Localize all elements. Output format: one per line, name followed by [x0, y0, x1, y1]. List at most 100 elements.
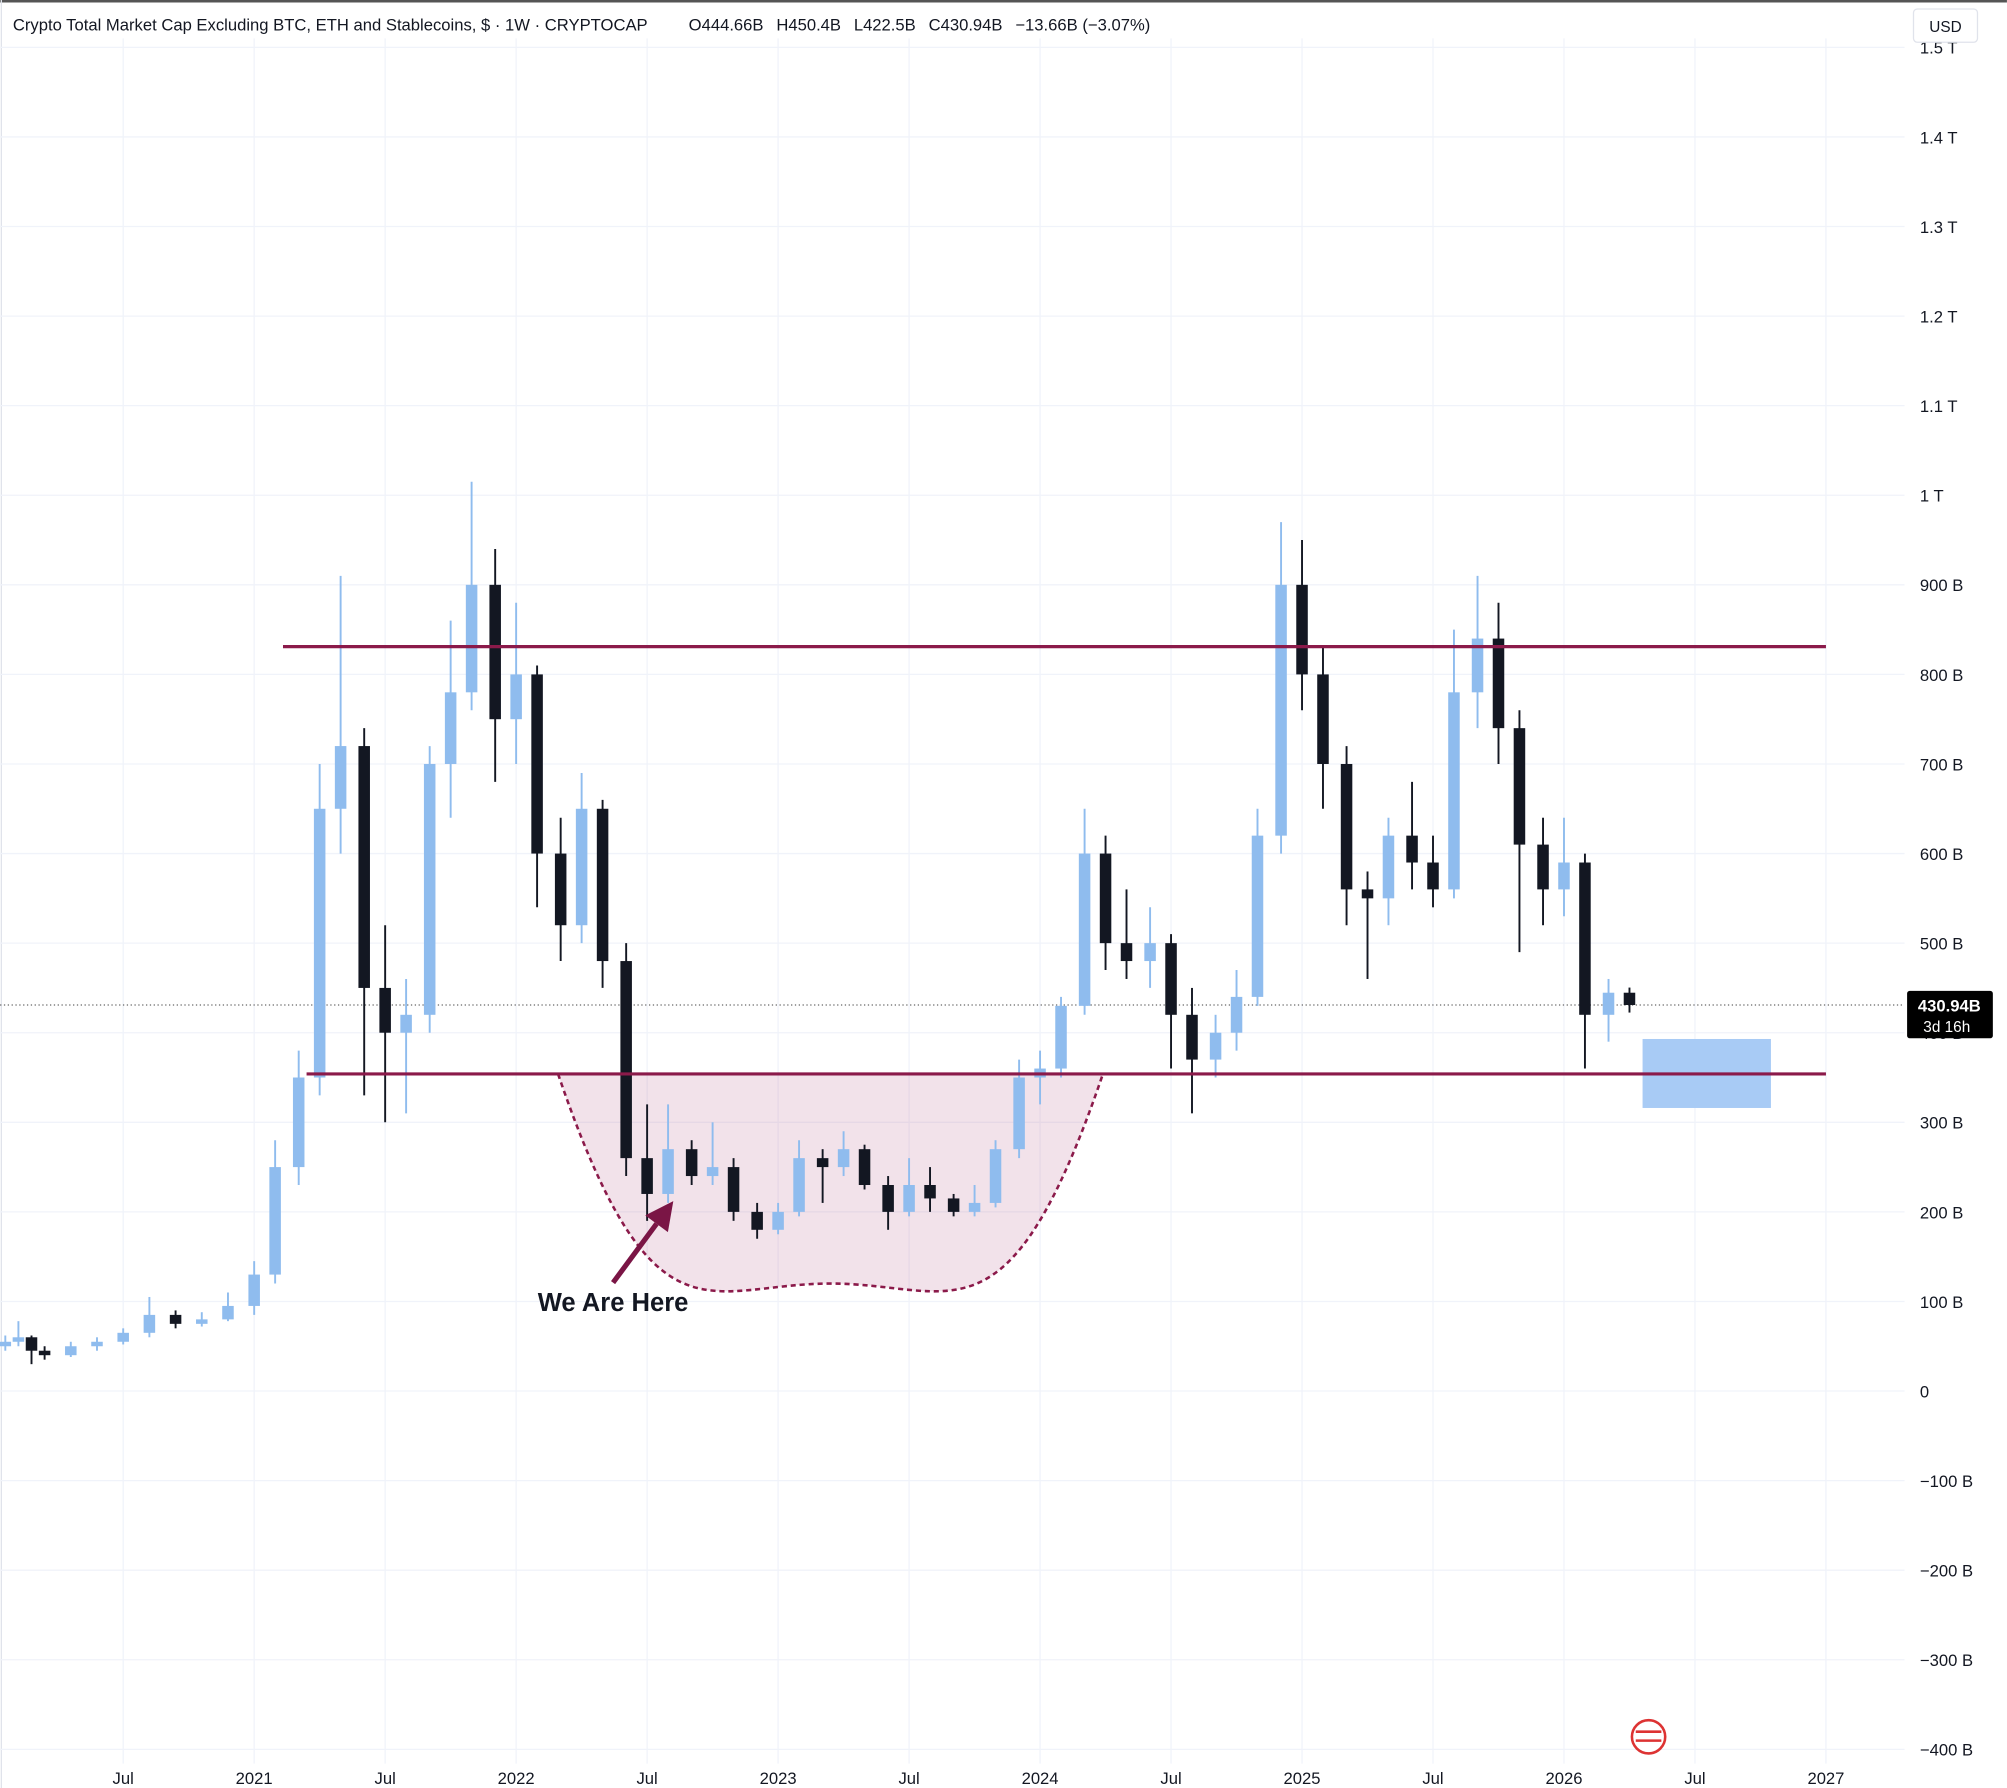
x-tick-label: 2024: [1022, 1769, 1059, 1788]
candle-body: [1579, 862, 1591, 1015]
candle-body: [924, 1185, 936, 1199]
candle-body: [968, 1202, 981, 1212]
x-tick-label: Jul: [898, 1769, 919, 1788]
y-tick-label: 700 B: [1920, 755, 1963, 774]
candle-body: [1427, 862, 1439, 890]
candle-body: [400, 1014, 412, 1033]
candle-body: [1448, 692, 1460, 890]
candle-body: [816, 1158, 829, 1168]
candle-body: [143, 1314, 156, 1333]
candle-body: [1317, 674, 1329, 764]
candle-body: [662, 1149, 674, 1194]
y-tick-label: 1.4 T: [1920, 128, 1958, 147]
ohlc-value: −13.66B (−3.07%): [1015, 16, 1150, 35]
arrow-head: [645, 1201, 674, 1233]
candle-body: [423, 763, 436, 1015]
candle-body: [444, 692, 457, 764]
candle-body: [465, 584, 478, 693]
candle-body: [379, 987, 391, 1033]
candle-body: [793, 1158, 805, 1212]
x-tick-label: Jul: [1422, 1769, 1443, 1788]
ohlc-value: O444.66B: [689, 16, 764, 35]
candle-body: [989, 1149, 1002, 1203]
ohlc-value: L422.5B: [854, 16, 916, 35]
candle-body: [947, 1198, 960, 1212]
candle-body: [1186, 1014, 1198, 1060]
candle-body: [772, 1211, 784, 1230]
y-tick-label: 500 B: [1920, 935, 1963, 954]
cup-zone: [558, 1073, 1103, 1292]
x-tick-label: 2027: [1807, 1769, 1844, 1788]
candle-body: [489, 584, 501, 720]
currency[interactable]: USD: [1929, 19, 1961, 36]
candle-body: [727, 1167, 740, 1212]
ohlc-value: C430.94B: [929, 16, 1003, 35]
y-tick-label: 200 B: [1920, 1203, 1963, 1222]
currency-box[interactable]: [1912, 8, 1979, 43]
candle-body: [1209, 1032, 1222, 1060]
ohlc-legend: O444.66B H450.4B L422.5B C430.94B −13.66B (−…: [689, 16, 1151, 35]
candle-body: [117, 1332, 129, 1342]
y-tick-label: 1 T: [1920, 487, 1944, 506]
candle-body: [858, 1149, 871, 1186]
candle-body: [903, 1185, 915, 1212]
candle-body: [554, 853, 567, 926]
y-tick-label: 1.1 T: [1920, 397, 1958, 416]
candle-body: [248, 1274, 260, 1306]
y-tick-label: −200 B: [1920, 1562, 1973, 1581]
candle-body: [575, 808, 588, 926]
candle-body: [1406, 835, 1418, 863]
candle-body: [596, 808, 609, 962]
candle-body: [1055, 1005, 1067, 1069]
y-tick-label: −100 B: [1920, 1472, 1973, 1491]
y-tick-label: −300 B: [1920, 1651, 1973, 1670]
candle-body: [1296, 584, 1308, 675]
candle-body: [751, 1211, 763, 1230]
y-tick-label: 1.2 T: [1920, 307, 1958, 326]
candle-body: [1623, 992, 1636, 1006]
ohlc-value: H450.4B: [776, 16, 841, 35]
chart-title: Crypto Total Market Cap Excluding BTC, E…: [13, 16, 648, 35]
candle-body: [531, 674, 543, 854]
candle-body: [169, 1314, 182, 1324]
y-tick-label: 0: [1920, 1382, 1929, 1401]
cup-curve: [556, 1073, 1105, 1293]
candle-body: [1471, 638, 1484, 693]
candle-body: [334, 746, 347, 809]
candle-body: [25, 1337, 38, 1351]
x-tick-label: 2022: [498, 1769, 535, 1788]
candle-body: [358, 746, 370, 988]
candle-body: [620, 961, 632, 1159]
candle-body: [1120, 943, 1133, 962]
y-tick-label: 800 B: [1920, 666, 1963, 685]
x-tick-label: 2023: [760, 1769, 797, 1788]
y-tick-label: −400 B: [1920, 1741, 1973, 1760]
candle-body: [91, 1341, 103, 1347]
candle-body: [837, 1149, 850, 1168]
candle-body: [1078, 853, 1091, 1006]
candle-body: [882, 1185, 894, 1212]
y-tick-label: 900 B: [1920, 576, 1963, 595]
candle-body: [0, 1341, 12, 1347]
grid: [0, 38, 1905, 1764]
y-tick-label: 100 B: [1920, 1293, 1963, 1312]
candle-body: [685, 1149, 698, 1177]
annotation: We Are Here: [538, 1289, 689, 1317]
x-tick-label: 2025: [1284, 1769, 1321, 1788]
candle-body: [1340, 763, 1353, 890]
x-tick-label: 2026: [1545, 1769, 1582, 1788]
y-tick-label: 300 B: [1920, 1114, 1963, 1133]
candle-body: [269, 1167, 281, 1275]
x-tick-label: Jul: [636, 1769, 657, 1788]
candle-body: [1602, 992, 1615, 1015]
candle-body: [12, 1337, 25, 1342]
x-tick-label: Jul: [1684, 1769, 1705, 1788]
flag-icon[interactable]: [1630, 1718, 1667, 1755]
x-tick-label: Jul: [113, 1769, 134, 1788]
y-tick-label: 1.3 T: [1920, 218, 1958, 237]
axes: −400 B −300 B −200 B −100 B 0 100 B 200 B 300 B…: [113, 39, 1993, 1788]
y-tick-label: 600 B: [1920, 845, 1963, 864]
candle-body: [292, 1077, 305, 1168]
